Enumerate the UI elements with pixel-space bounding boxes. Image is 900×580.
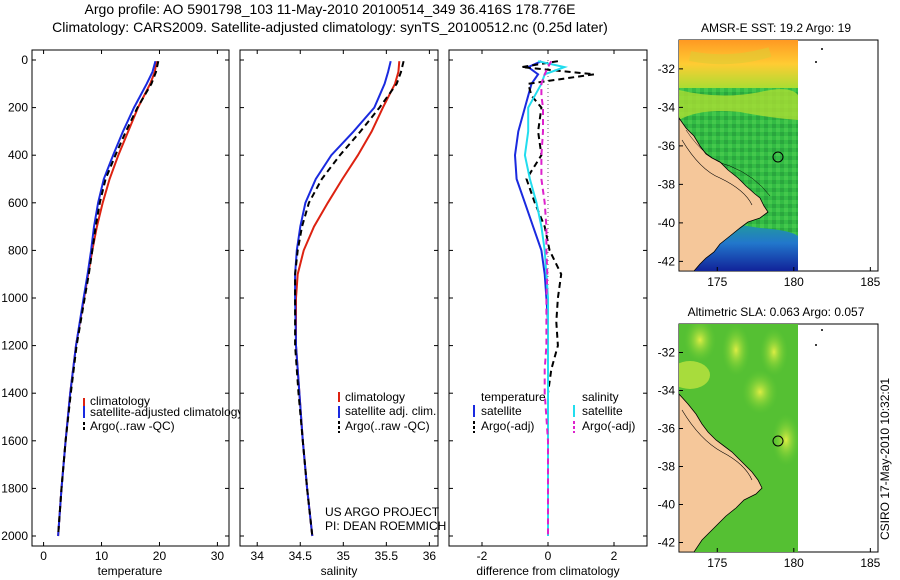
- argo-location-marker: [772, 151, 784, 163]
- argo-location-marker: [772, 435, 784, 447]
- land-mask: [679, 117, 769, 271]
- salinity-legend: climatology satellite adj. clim. Argo(..…: [338, 390, 436, 433]
- legend-label-argo: Argo(..raw -QC): [90, 419, 175, 433]
- y-tick-label: -32: [658, 346, 676, 360]
- y-tick-label: 1400: [1, 386, 28, 400]
- legend-title-salinity: salinity: [582, 390, 619, 404]
- y-tick-label: 2000: [1, 529, 28, 543]
- legend-title-temperature: temperature: [481, 390, 546, 404]
- pi-label: PI: DEAN ROEMMICH: [325, 519, 446, 533]
- sst-field: [679, 40, 798, 271]
- sla-map-panel: Altimetric SLA: 0.063 Argo: 0.057: [678, 305, 879, 553]
- y-tick-label: 1200: [1, 339, 28, 353]
- sst-map-panel: AMSR-E SST: 19.2 Argo: 19: [678, 21, 879, 272]
- x-tick-label: 34: [251, 549, 265, 563]
- legend-label-climatology: climatology: [345, 390, 405, 404]
- sst-map-ticks: 175 180 185 -32 -34 -36 -38 -40 -42: [658, 62, 881, 289]
- temperature-legend: climatology satellite-adjusted climatolo…: [83, 394, 243, 433]
- legend-label-sal-satellite: satellite: [582, 404, 623, 418]
- y-tick-label: -42: [658, 536, 676, 550]
- temperature-axes: [31, 49, 230, 547]
- legend-label-temp-argo: Argo(-adj): [481, 419, 534, 433]
- x-tick-label: 10: [95, 549, 109, 563]
- x-tick-label: 34.5: [289, 549, 313, 563]
- x-tick-label: 35.5: [375, 549, 399, 563]
- x-tick-label: 35: [337, 549, 351, 563]
- legend-label-argo: Argo(..raw -QC): [345, 419, 430, 433]
- x-tick-label: 0: [40, 549, 47, 563]
- y-tick-label: 1800: [1, 481, 28, 495]
- salinity-marks: 34 34.5 35 35.5 36: [240, 50, 438, 563]
- series-line: [294, 60, 392, 537]
- temperature-panel: temperature climatology satellite-adjust…: [31, 49, 243, 578]
- x-tick-label: 20: [153, 549, 167, 563]
- series-line: [523, 60, 569, 536]
- series-line: [294, 60, 405, 537]
- y-tick-label: 400: [8, 148, 28, 162]
- title-line-1: Argo profile: AO 5901798_103 11-May-2010…: [84, 1, 576, 17]
- y-tick-label: 1600: [1, 434, 28, 448]
- x-tick-label: 30: [211, 549, 225, 563]
- y-tick-label: -40: [658, 498, 676, 512]
- x-tick-label: 175: [707, 275, 727, 289]
- y-tick-label: -38: [658, 177, 676, 191]
- y-tick-label: 200: [8, 101, 28, 115]
- y-tick-label: 800: [8, 243, 28, 257]
- sla-map-title: Altimetric SLA: 0.063 Argo: 0.057: [688, 305, 865, 319]
- y-tick-label: -34: [658, 100, 676, 114]
- y-tick-label: -40: [658, 216, 676, 230]
- salinity-axes: [239, 49, 439, 547]
- sst-map-title: AMSR-E SST: 19.2 Argo: 19: [701, 21, 851, 35]
- series-line: [57, 60, 160, 537]
- difference-marks: -2 0 2: [449, 50, 647, 563]
- y-tick-label: -36: [658, 139, 676, 153]
- y-tick-label: -38: [658, 460, 676, 474]
- x-tick-label: 0: [545, 549, 552, 563]
- sla-map-ticks: 175 180 185 -32 -34 -36 -38 -40 -42: [658, 346, 881, 571]
- y-tick-label: -42: [658, 254, 676, 268]
- x-tick-label: 185: [860, 556, 880, 570]
- x-tick-label: 180: [784, 275, 804, 289]
- x-tick-label: 36: [423, 549, 437, 563]
- title-line-2: Climatology: CARS2009. Satellite-adjuste…: [52, 19, 608, 35]
- project-label: US ARGO PROJECT: [325, 505, 440, 519]
- y-tick-label: -34: [658, 384, 676, 398]
- difference-legend: temperature salinity satellite Argo(-adj…: [473, 390, 635, 433]
- legend-label-temp-satellite: satellite: [481, 404, 522, 418]
- x-tick-label: 2: [611, 549, 618, 563]
- temperature-xlabel: temperature: [98, 564, 163, 578]
- x-tick-label: -2: [477, 549, 488, 563]
- y-tick-label: 0: [21, 53, 28, 67]
- figure-title: Argo profile: AO 5901798_103 11-May-2010…: [0, 0, 660, 36]
- temperature-marks: 0 10 20 30 0 200 400 600 800 1000 1200 1400 1600 1800…: [1, 50, 229, 563]
- x-tick-label: 180: [784, 556, 804, 570]
- legend-label-satellite: satellite-adjusted climatology: [90, 405, 243, 419]
- x-tick-label: 175: [707, 556, 727, 570]
- y-tick-label: 600: [8, 196, 28, 210]
- y-tick-label: 1000: [1, 291, 28, 305]
- legend-label-sal-argo: Argo(-adj): [582, 419, 635, 433]
- difference-xlabel: difference from climatology: [476, 564, 619, 578]
- salinity-xlabel: salinity: [321, 564, 358, 578]
- legend-label-climatology: climatology: [90, 394, 150, 408]
- legend-label-satellite: satellite adj. clim.: [345, 404, 436, 418]
- y-tick-label: -36: [658, 422, 676, 436]
- salinity-panel: salinity climatology satellite adj. clim…: [239, 49, 446, 578]
- y-tick-label: -32: [658, 62, 676, 76]
- land-mask: [679, 393, 763, 552]
- series-line: [521, 60, 595, 536]
- x-tick-label: 185: [860, 275, 880, 289]
- sla-field: [679, 324, 798, 552]
